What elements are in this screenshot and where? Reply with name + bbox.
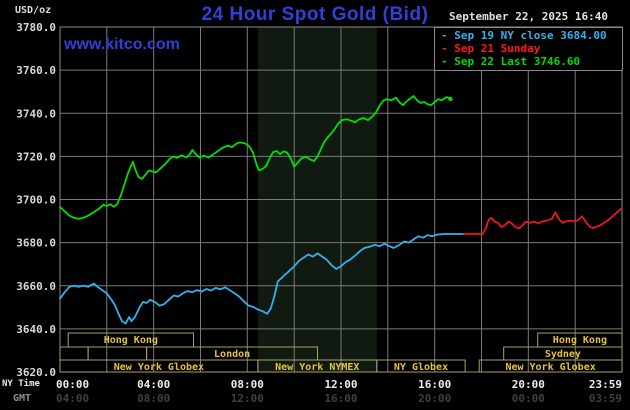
y-tick-label: 3680.0 [16,237,56,250]
legend-item: - Sep 21 Sunday [441,42,541,55]
x-tick-ny: 00:00 [56,378,89,391]
session-label: Sydney [545,349,581,360]
legend-item: - Sep 22 Last 3746.60 [441,55,581,68]
y-tick-label: 3660.0 [16,280,56,293]
session-box [59,346,89,361]
chart-legend: - Sep 19 NY close 3684.00- Sep 21 Sunday… [434,27,623,71]
page-title: 24 Hour Spot Gold (Bid) [201,4,429,25]
x-tick-gmt: 16:00 [324,392,357,405]
session-box [376,359,466,373]
x-tick-ny: 12:00 [324,378,357,391]
price-line-1 [462,207,623,235]
last-price-marker [448,96,453,102]
session-label: NY Globex [394,362,448,373]
y-tick-label: 3780.0 [16,21,56,34]
x-tick-gmt: 03:59 [589,392,622,405]
y-tick-label: 3720.0 [16,150,56,163]
y-tick-label: 3640.0 [16,323,56,336]
session-box [87,346,148,361]
y-tick-label: 3620.0 [16,366,56,379]
session-label: New York NYMEX [275,362,359,373]
session-label: Hong Kong [553,335,607,346]
x-tick-gmt: 04:00 [56,392,89,405]
x-axis-gmt-label: GMT [13,393,32,404]
x-tick-gmt: 20:00 [418,392,451,405]
x-tick-gmt: 00:00 [512,392,545,405]
x-tick-gmt: 12:00 [231,392,264,405]
y-tick-label: 3740.0 [16,107,56,120]
x-axis-ny-time-label: NY Time [2,379,40,389]
chart-datetime: September 22, 2025 16:40 [449,10,608,23]
y-axis-unit-label: USD/oz [15,5,52,16]
y-tick-label: 3700.0 [16,194,56,207]
x-tick-ny: 16:00 [418,378,451,391]
x-tick-ny: 20:00 [512,378,545,391]
x-tick-ny: 04:00 [137,378,170,391]
price-line-0 [59,233,465,325]
kitco-watermark-link: www.kitco.com [64,36,180,53]
x-tick-gmt: 08:00 [137,392,170,405]
legend-item: - Sep 19 NY close 3684.00 [441,29,607,42]
session-label: London [214,349,250,360]
session-label: Hong Kong [104,335,158,346]
session-label: New York Globex [114,362,204,373]
price-line-2 [59,95,452,220]
session-label: New York Globex [505,362,595,373]
y-tick-label: 3760.0 [16,64,56,77]
x-tick-ny: 23:59 [589,378,622,391]
session-box [478,359,623,373]
x-tick-ny: 08:00 [231,378,264,391]
